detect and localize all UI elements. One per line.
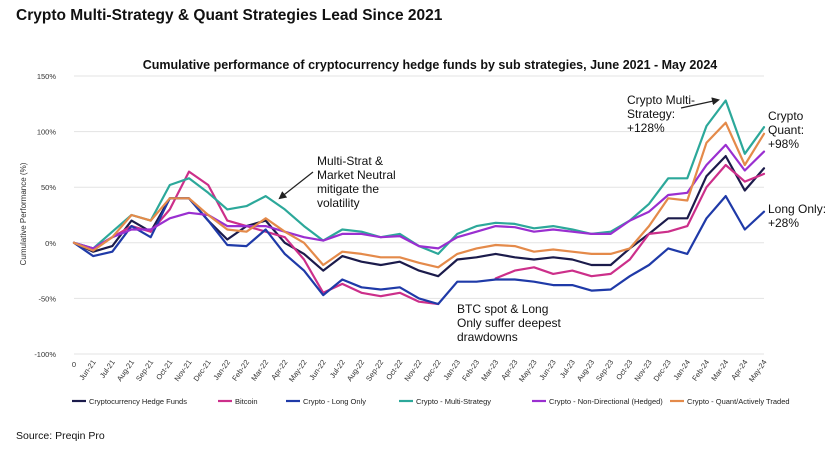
x-tick-label: May-24 (747, 358, 769, 384)
chart-title: Cumulative performance of cryptocurrency… (143, 58, 718, 72)
x-tick-label: Aug-23 (575, 358, 596, 383)
x-tick-label: Jun-23 (537, 358, 558, 382)
x-tick-label: Jan-22 (211, 358, 232, 382)
x-tick-label: Jun-22 (307, 358, 328, 382)
source-note: Source: Preqin Pro (16, 430, 105, 442)
annotation-arrow (278, 171, 314, 200)
x-tick-label: Jan-24 (671, 358, 692, 382)
annotation-text: drawdowns (457, 330, 518, 344)
x-tick-label: Nov-23 (632, 358, 653, 383)
legend-label: Bitcoin (235, 397, 258, 406)
x-tick-label: Jun-21 (77, 358, 98, 382)
y-axis-label: Cumulative Performance (%) (19, 162, 28, 265)
x-tick-label: May-23 (517, 358, 539, 384)
x-tick-label: Aug-21 (115, 358, 136, 383)
x-tick-label: Sep-21 (134, 358, 155, 383)
legend-label: Crypto - Non-Directional (Hedged) (549, 397, 663, 406)
x-tick-label: Jul-23 (558, 358, 577, 380)
annotation-text: Market Neutral (317, 168, 396, 182)
annotation-text: Crypto (768, 109, 804, 123)
x-tick-label: Mar-24 (709, 358, 730, 383)
y-tick-label: -50% (38, 294, 56, 303)
x-tick-label: Jul-22 (328, 358, 347, 380)
annotation-text: +128% (627, 121, 665, 135)
annotation-text: BTC spot & Long (457, 302, 548, 316)
x-tick-label: Sep-22 (364, 358, 385, 383)
series-line (72, 195, 766, 306)
y-tick-label: 50% (41, 183, 56, 192)
x-tick-label: Jul-21 (98, 358, 117, 380)
x-tick-label: Dec-22 (422, 358, 443, 383)
annotation-text: +98% (768, 137, 799, 151)
series-line (72, 143, 766, 250)
x-tick-label: Aug-22 (345, 358, 366, 383)
annotation-text: +28% (768, 216, 799, 230)
series-line (72, 121, 766, 269)
series-layer (72, 99, 766, 306)
x-tick-label: Jan-23 (441, 358, 462, 382)
x-tick-label: Nov-22 (402, 358, 423, 383)
x-tick-label: Dec-21 (192, 358, 213, 383)
annotation-text: Strategy: (627, 107, 675, 121)
annotation-text: Long Only: (768, 202, 826, 216)
y-tick-label: -100% (34, 350, 56, 359)
x-tick-label: Dec-23 (652, 358, 673, 383)
y-tick-label: 100% (37, 128, 57, 137)
annotation-text: Quant: (768, 123, 804, 137)
x-tick-label: Mar-22 (249, 358, 270, 383)
page-heading: Crypto Multi-Strategy & Quant Strategies… (16, 7, 443, 24)
annotation-text: Only suffer deepest (457, 316, 562, 330)
series-line (72, 163, 766, 306)
annotation-text: Multi-Strat & (317, 154, 383, 168)
x-tick-label: Nov-21 (172, 358, 193, 383)
x-tick-label: Sep-23 (594, 358, 615, 383)
annotation-text: volatility (317, 196, 360, 210)
x-tick-label: May-22 (287, 358, 309, 384)
annotation-text: mitigate the (317, 182, 379, 196)
legend-layer: Cryptocurrency Hedge Funds Bitcoin Crypto … (72, 397, 790, 406)
annotation-text: Crypto Multi- (627, 93, 695, 107)
legend-label: Cryptocurrency Hedge Funds (89, 397, 187, 406)
y-tick-label: 150% (37, 72, 57, 81)
annotation-arrow (680, 97, 720, 109)
y-tick-label: 0% (45, 239, 56, 248)
legend-label: Crypto - Quant/Actively Traded (687, 397, 790, 406)
x-tick-label: 0 (72, 360, 76, 369)
x-tick-label: Mar-23 (479, 358, 500, 383)
x-tick-label: Feb-24 (690, 358, 711, 383)
x-tick-label: Feb-22 (230, 358, 251, 383)
legend-label: Crypto - Long Only (303, 397, 366, 406)
x-tick-label: Feb-23 (460, 358, 481, 383)
legend-label: Crypto - Multi-Strategy (416, 397, 491, 406)
